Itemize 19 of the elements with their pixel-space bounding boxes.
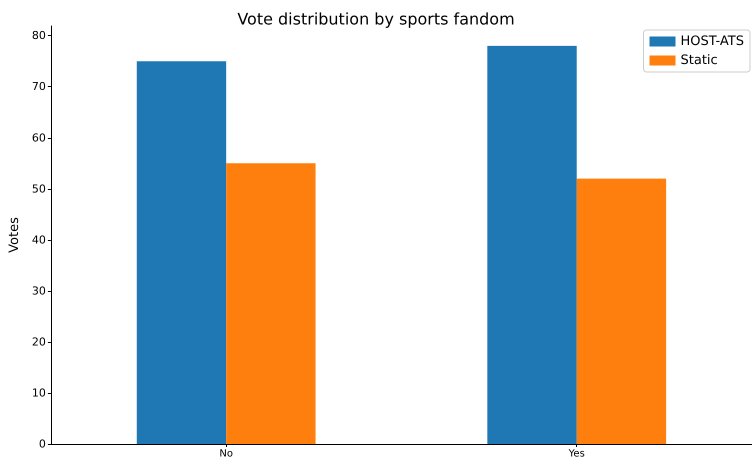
legend-label: HOST-ATS bbox=[680, 34, 744, 49]
y-tick-label: 30 bbox=[32, 284, 46, 298]
y-tick-label: 60 bbox=[32, 131, 46, 144]
y-tick-label: 20 bbox=[32, 335, 46, 348]
x-tick-label: No bbox=[219, 448, 233, 459]
chart-title: Vote distribution by sports fandom bbox=[237, 10, 515, 28]
legend-label: Static bbox=[680, 53, 718, 68]
x-tick-label: Yes bbox=[568, 448, 585, 459]
y-tick-label: 50 bbox=[32, 182, 46, 196]
bar bbox=[136, 61, 226, 444]
bar bbox=[226, 163, 316, 444]
y-tick-label: 80 bbox=[32, 29, 46, 42]
bar bbox=[576, 178, 666, 444]
y-tick-label: 10 bbox=[32, 386, 46, 400]
y-axis-title: Votes bbox=[7, 216, 22, 253]
y-tick-label: 40 bbox=[32, 233, 46, 246]
y-tick-label: 0 bbox=[38, 438, 46, 450]
bar bbox=[487, 46, 577, 444]
y-tick-label: 70 bbox=[32, 80, 46, 94]
